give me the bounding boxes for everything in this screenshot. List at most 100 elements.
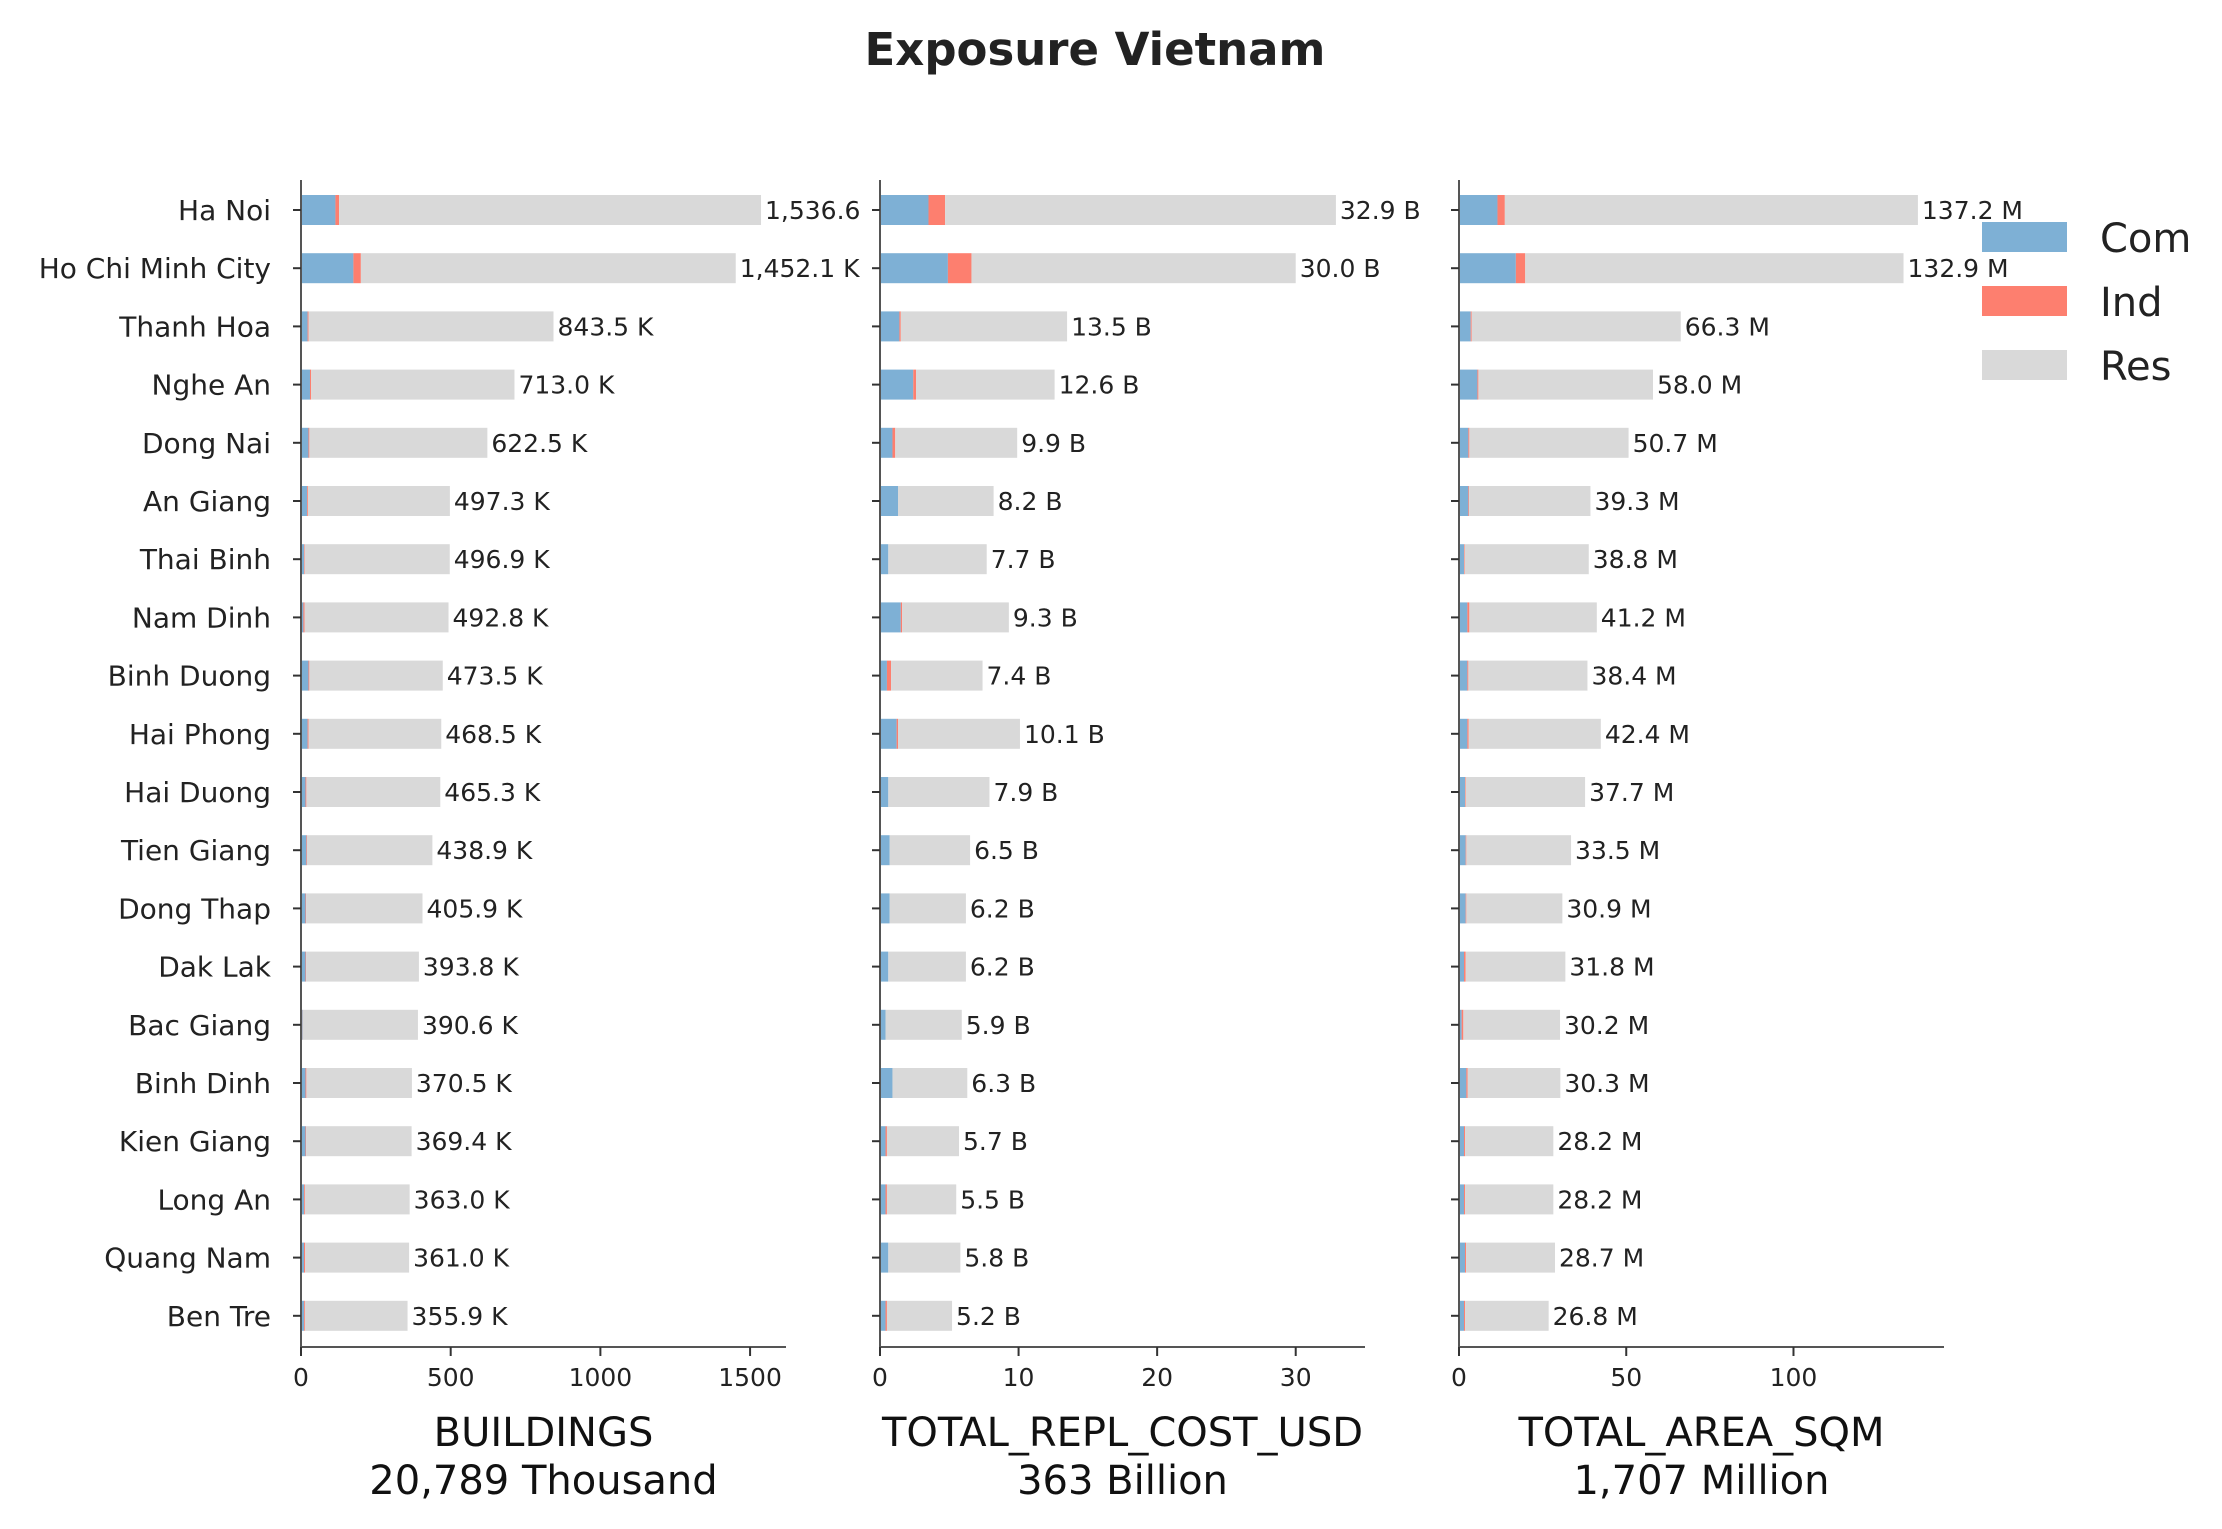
x-axis-sublabel: 1,707 Million bbox=[1573, 1458, 1829, 1504]
bar-com bbox=[301, 1242, 304, 1273]
bar-res bbox=[1464, 544, 1589, 575]
bar-res bbox=[1465, 1126, 1554, 1157]
bar-ind bbox=[305, 951, 307, 982]
bar-ind bbox=[1515, 253, 1526, 284]
bar-com bbox=[880, 951, 889, 982]
data-label: 9.3 B bbox=[1013, 603, 1078, 632]
data-label: 5.9 B bbox=[966, 1011, 1031, 1040]
bar-res bbox=[307, 486, 450, 516]
y-tick-label: Dak Lak bbox=[158, 951, 272, 984]
data-label: 10.1 B bbox=[1024, 720, 1105, 749]
bar-com bbox=[880, 544, 889, 575]
bar-com bbox=[880, 1242, 889, 1273]
bar-res bbox=[304, 544, 450, 575]
y-tick-label: Bac Giang bbox=[128, 1009, 271, 1042]
bar-res bbox=[889, 893, 966, 924]
data-label: 622.5 K bbox=[491, 429, 588, 458]
bar-com bbox=[880, 1126, 886, 1157]
y-tick-label: Ben Tre bbox=[167, 1300, 271, 1333]
bar-com bbox=[301, 718, 308, 749]
legend-swatch-ind bbox=[1982, 286, 2067, 316]
bar-res bbox=[888, 951, 966, 982]
bar-com bbox=[301, 369, 310, 400]
bar-res bbox=[306, 1126, 412, 1157]
bar-com bbox=[1459, 1126, 1465, 1157]
bar-ind bbox=[308, 427, 310, 458]
x-tick-label: 500 bbox=[427, 1363, 475, 1392]
x-tick-label: 100 bbox=[1770, 1363, 1818, 1392]
legend-label-res: Res bbox=[2100, 344, 2171, 390]
bar-ind bbox=[1477, 369, 1479, 400]
panel-repl_cost: 32.9 B 30.0 B 13.5 B 12.6 B 9.9 B 8.2 B 7.7 B 9… bbox=[872, 180, 1421, 1504]
bar-ind bbox=[1470, 311, 1472, 342]
data-label: 405.9 K bbox=[427, 894, 524, 923]
data-label: 473.5 K bbox=[447, 662, 544, 691]
y-tick-label: Ho Chi Minh City bbox=[39, 252, 271, 285]
data-label: 6.2 B bbox=[970, 953, 1035, 982]
bar-com bbox=[301, 602, 304, 633]
bar-res bbox=[306, 1068, 412, 1098]
y-tick-label: Ha Noi bbox=[178, 194, 271, 227]
bar-res bbox=[892, 1068, 968, 1098]
bar-com bbox=[880, 1300, 886, 1331]
data-label: 5.5 B bbox=[960, 1185, 1025, 1214]
y-tick-label: Tien Giang bbox=[120, 834, 271, 867]
bar-ind bbox=[1464, 544, 1465, 575]
bar-res bbox=[1469, 602, 1597, 633]
bar-com bbox=[1459, 777, 1466, 807]
bar-ind bbox=[896, 718, 899, 749]
bar-ind bbox=[303, 1242, 306, 1273]
data-label: 5.7 B bbox=[963, 1127, 1028, 1156]
data-label: 713.0 K bbox=[518, 371, 615, 400]
data-label: 492.8 K bbox=[453, 603, 550, 632]
y-tick-label: Nghe An bbox=[152, 369, 272, 402]
data-label: 363.0 K bbox=[414, 1185, 511, 1214]
data-label: 465.3 K bbox=[444, 778, 541, 807]
y-tick-label: Kien Giang bbox=[119, 1125, 271, 1158]
bar-ind bbox=[353, 253, 361, 284]
bar-res bbox=[971, 253, 1296, 284]
bar-com bbox=[301, 893, 306, 924]
y-tick-label: Hai Phong bbox=[129, 718, 271, 751]
bar-res bbox=[895, 427, 1018, 458]
legend-label-ind: Ind bbox=[2100, 280, 2163, 326]
bar-ind bbox=[305, 777, 307, 807]
data-label: 843.5 K bbox=[558, 312, 655, 341]
bar-com bbox=[301, 427, 309, 458]
bar-com bbox=[301, 195, 336, 225]
bar-res bbox=[302, 1009, 418, 1040]
bar-res bbox=[945, 195, 1336, 225]
bar-res bbox=[1504, 195, 1918, 225]
data-label: 50.7 M bbox=[1633, 429, 1718, 458]
x-tick-label: 1000 bbox=[569, 1363, 633, 1392]
bar-res bbox=[888, 1242, 961, 1273]
data-label: 468.5 K bbox=[445, 720, 542, 749]
bar-ind bbox=[303, 1184, 305, 1215]
bar-ind bbox=[309, 369, 312, 400]
data-label: 7.9 B bbox=[993, 778, 1058, 807]
y-tick-label: Binh Duong bbox=[108, 660, 271, 693]
bar-ind bbox=[307, 311, 309, 342]
bar-res bbox=[1465, 1184, 1554, 1215]
data-label: 370.5 K bbox=[416, 1069, 513, 1098]
y-tick-label: Dong Thap bbox=[118, 892, 271, 925]
data-label: 66.3 M bbox=[1685, 312, 1770, 341]
x-tick-label: 0 bbox=[872, 1363, 888, 1392]
bar-ind bbox=[1464, 1184, 1466, 1215]
bar-res bbox=[1465, 951, 1566, 982]
data-label: 30.9 M bbox=[1566, 894, 1651, 923]
bar-ind bbox=[305, 893, 307, 924]
bar-com bbox=[880, 1068, 893, 1098]
data-label: 28.2 M bbox=[1557, 1185, 1642, 1214]
bar-com bbox=[1459, 253, 1516, 284]
bar-res bbox=[885, 1009, 962, 1040]
bar-com bbox=[880, 195, 929, 225]
bar-com bbox=[880, 486, 899, 516]
bar-res bbox=[304, 1184, 410, 1215]
bar-com bbox=[301, 486, 307, 516]
data-label: 33.5 M bbox=[1575, 836, 1660, 865]
bar-res bbox=[888, 544, 987, 575]
data-label: 361.0 K bbox=[413, 1244, 510, 1273]
